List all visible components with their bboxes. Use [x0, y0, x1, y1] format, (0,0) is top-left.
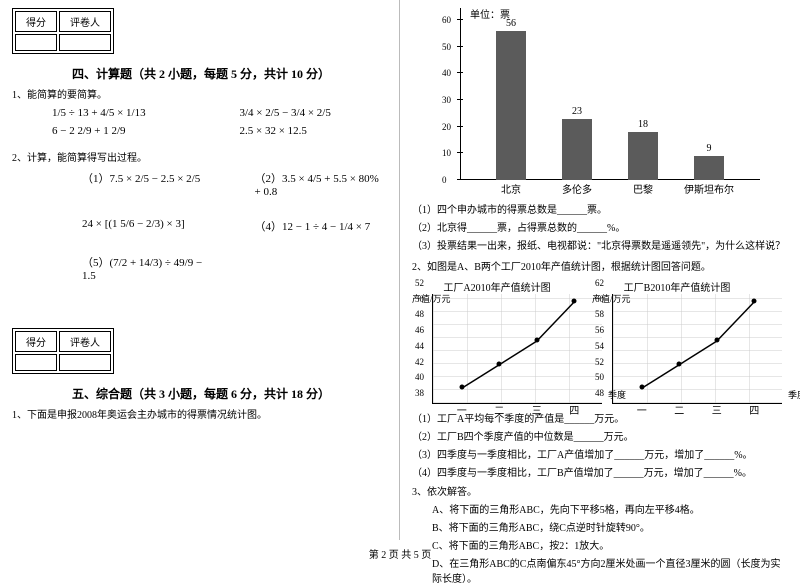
q3-title: 3、依次解答。	[412, 483, 788, 498]
left-column: 得分评卷人 四、计算题（共 2 小题，每题 5 分，共计 10 分） 1、能简算…	[0, 0, 400, 540]
chart-unit: 单位：票	[470, 6, 510, 21]
data-point	[534, 338, 539, 343]
q1-sub: （3）投票结果一出来，报纸、电视都说："北京得票数是遥遥领先"，为什么这样说？	[412, 237, 788, 252]
formula: （4）12 − 1 ÷ 4 − 1/4 × 7	[215, 218, 388, 234]
q2-title: 2、如图是A、B两个工厂2010年产值统计图，根据统计图回答问题。	[412, 258, 788, 273]
formula	[215, 254, 388, 282]
score-label: 得分	[15, 331, 57, 352]
section4-title: 四、计算题（共 2 小题，每题 5 分，共计 10 分）	[72, 65, 387, 82]
q1-title: 1、能简算的要简算。	[12, 86, 387, 101]
x-label: 季度	[788, 388, 800, 401]
score-box: 得分评卷人	[12, 328, 114, 374]
score-label: 得分	[15, 11, 57, 32]
y-axis	[460, 8, 461, 180]
formula: 24 × [(1 5/6 − 2/3) × 3]	[42, 218, 215, 234]
bar	[694, 156, 724, 180]
formula: 3/4 × 2/5 − 3/4 × 2/5	[200, 107, 388, 119]
right-column: 单位：票 010203040506056北京23多伦多18巴黎9伊斯坦布尔 （1…	[400, 0, 800, 540]
formula: 2.5 × 32 × 12.5	[200, 125, 388, 137]
data-point	[497, 361, 502, 366]
section5-title: 五、综合题（共 3 小题，每题 6 分，共计 18 分）	[72, 385, 387, 402]
data-point	[677, 361, 682, 366]
formula: （5）(7/2 + 14/3) ÷ 49/9 − 1.5	[42, 254, 215, 282]
data-point	[459, 385, 464, 390]
q2-title: 2、计算，能简算得写出过程。	[12, 149, 387, 164]
data-point	[714, 338, 719, 343]
formula-row: （1）7.5 × 2/5 − 2.5 × 2/5 （2）3.5 × 4/5 + …	[12, 170, 387, 198]
formula-row: 1/5 ÷ 13 + 4/5 × 1/13 3/4 × 2/5 − 3/4 × …	[12, 107, 387, 119]
formula-row: 6 − 2 2/9 + 1 2/9 2.5 × 32 × 12.5	[12, 125, 387, 137]
q1-sub: （1）四个申办城市的得票总数是______票。	[412, 201, 788, 216]
formula: （2）3.5 × 4/5 + 5.5 × 80% + 0.8	[215, 170, 388, 198]
chart-canvas: 季度 3840424446485052一二三四	[432, 294, 602, 404]
bar	[496, 31, 526, 180]
formula-row: （5）(7/2 + 14/3) ÷ 49/9 − 1.5	[12, 254, 387, 282]
page-footer: 第 2 页 共 5 页	[0, 546, 800, 561]
q2-sub: （1）工厂A平均每个季度的产值是______万元。	[412, 410, 788, 425]
bar-chart: 单位：票 010203040506056北京23多伦多18巴黎9伊斯坦布尔	[430, 8, 770, 198]
score-box: 得分评卷人	[12, 8, 114, 54]
grader-label: 评卷人	[59, 331, 111, 352]
q5-1-title: 1、下面是申报2008年奥运会主办城市的得票情况统计图。	[12, 406, 387, 421]
formula: 1/5 ÷ 13 + 4/5 × 1/13	[12, 107, 200, 119]
chart-b: 工厂B2010年产值统计图 产值/万元 季度 4850525456586062一…	[592, 279, 762, 404]
q2-sub: （2）工厂B四个季度产值的中位数是______万元。	[412, 428, 788, 443]
line-charts: 工厂A2010年产值统计图 产值/万元 季度 3840424446485052一…	[412, 279, 788, 404]
bar	[628, 132, 658, 180]
data-point	[752, 298, 757, 303]
q1-sub: （2）北京得______票，占得票总数的______%。	[412, 219, 788, 234]
bar	[562, 119, 592, 180]
chart-a: 工厂A2010年产值统计图 产值/万元 季度 3840424446485052一…	[412, 279, 582, 404]
q2-sub: （4）四季度与一季度相比，工厂B产值增加了______万元，增加了______%…	[412, 464, 788, 479]
data-point	[572, 298, 577, 303]
chart-canvas: 季度 4850525456586062一二三四	[612, 294, 782, 404]
q2-sub: （3）四季度与一季度相比，工厂A产值增加了______万元，增加了______%…	[412, 446, 788, 461]
grader-label: 评卷人	[59, 11, 111, 32]
q3-sub: A、将下面的三角形ABC，先向下平移5格，再向左平移4格。	[412, 501, 788, 516]
q3-sub: B、将下面的三角形ABC，绕C点逆时针旋转90°。	[412, 519, 788, 534]
formula: 6 − 2 2/9 + 1 2/9	[12, 125, 200, 137]
data-point	[639, 385, 644, 390]
formula-row: 24 × [(1 5/6 − 2/3) × 3] （4）12 − 1 ÷ 4 −…	[12, 218, 387, 234]
formula: （1）7.5 × 2/5 − 2.5 × 2/5	[42, 170, 215, 198]
